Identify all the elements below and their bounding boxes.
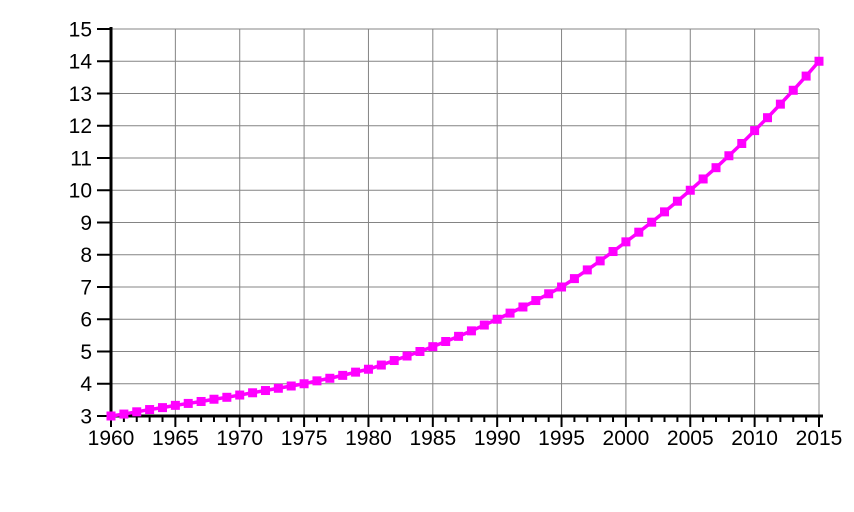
data-point-marker [248,388,258,398]
y-tick-label: 13 [69,83,92,106]
data-point-marker [325,373,335,383]
x-tick-label: 1960 [88,427,135,450]
y-tick-label: 8 [80,244,92,267]
data-point-marker [492,314,502,324]
x-tick-label: 2000 [603,427,650,450]
data-point-marker [518,302,528,312]
data-point-marker [196,396,206,406]
data-point-marker [544,289,554,299]
x-tick-label: 1965 [152,427,199,450]
x-tick-label: 2010 [731,427,778,450]
x-tick-label: 1975 [281,427,328,450]
data-point-marker [222,392,232,402]
y-tick-label: 9 [80,212,92,235]
data-point-marker [286,381,296,391]
data-point-marker [209,394,219,404]
data-point-marker [402,351,412,361]
y-tick-label: 11 [70,147,92,170]
data-point-marker [132,407,142,417]
data-point-marker [106,411,116,421]
data-point-marker [569,274,579,284]
y-tick-label: 6 [80,309,92,332]
data-point-marker [634,227,644,237]
data-point-marker [235,390,245,400]
data-point-marker [376,360,386,370]
data-point-marker [170,400,180,410]
data-point-marker [273,383,283,393]
x-tick-label: 1995 [538,427,585,450]
data-point-marker [685,185,695,195]
data-point-marker [608,247,618,257]
data-point-marker [711,163,721,173]
data-point-marker [441,337,451,347]
data-point-marker [157,403,167,413]
x-tick-label: 1980 [345,427,392,450]
data-point-marker [505,308,515,318]
data-point-marker [299,379,309,389]
data-point-marker [801,71,811,81]
data-point-marker [531,296,541,306]
x-tick-label: 1985 [409,427,456,450]
data-point-marker [338,370,348,380]
data-point-marker [428,342,438,352]
data-point-marker [582,265,592,275]
data-point-marker [454,331,464,341]
data-point-marker [621,237,631,247]
y-tick-label: 14 [69,51,93,74]
y-tick-label: 15 [69,18,92,41]
data-point-marker [119,409,129,419]
data-point-marker [788,85,798,95]
data-point-marker [750,126,760,136]
data-point-marker [363,364,373,374]
data-point-marker [557,282,567,292]
data-point-marker [775,99,785,109]
data-point-marker [389,356,399,366]
data-point-marker [466,326,476,336]
y-tick-label: 3 [80,405,92,428]
y-tick-label: 10 [69,180,92,203]
y-tick-label: 7 [80,276,92,299]
data-point-marker [595,256,605,266]
data-point-marker [660,207,670,217]
data-point-marker [145,405,155,415]
data-point-marker [763,113,773,123]
data-point-marker [724,151,734,161]
data-point-marker [479,320,489,330]
data-point-marker [312,376,322,386]
x-tick-label: 1990 [474,427,521,450]
x-tick-label: 2015 [796,427,843,450]
data-point-marker [814,56,824,66]
x-tick-label: 1970 [216,427,263,450]
data-point-marker [415,347,425,356]
data-point-marker [183,398,193,408]
x-tick-label: 2005 [667,427,714,450]
data-point-marker [698,174,708,184]
y-tick-label: 12 [69,115,92,138]
data-point-marker [260,386,270,396]
data-point-marker [672,196,682,206]
data-point-marker [737,138,747,148]
y-tick-label: 5 [80,341,92,364]
data-point-marker [351,367,361,377]
data-point-marker [647,217,657,227]
y-tick-label: 4 [80,373,92,396]
